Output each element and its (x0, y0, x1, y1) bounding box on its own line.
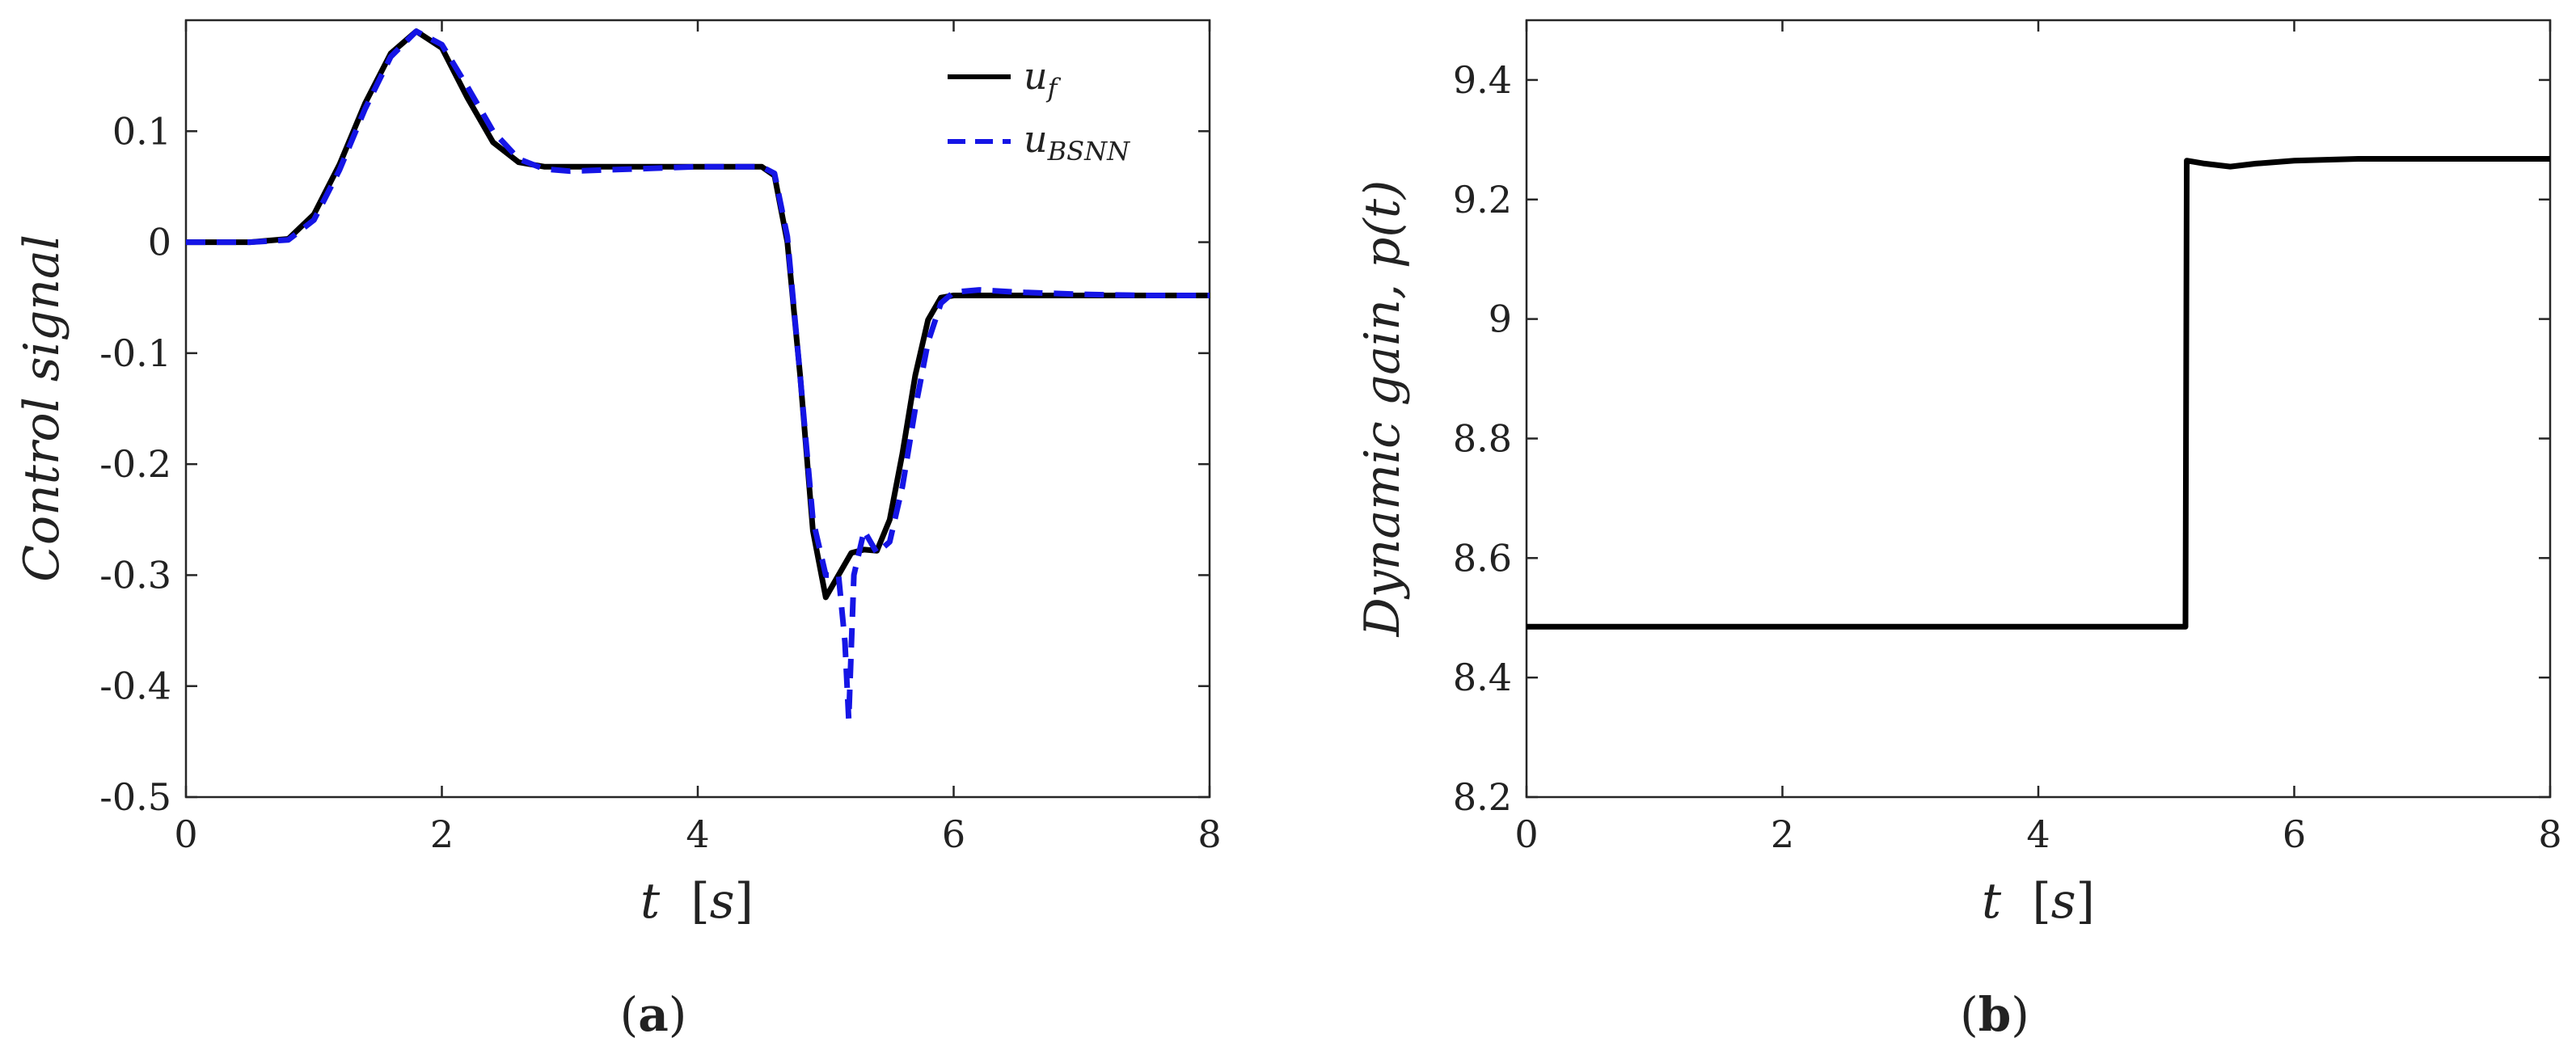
x-axis-variable-b: t (1982, 873, 2002, 930)
legend-label-u-bsnn-sub: BSNN (1047, 136, 1130, 167)
panel-label-a-close: ) (669, 987, 687, 1042)
x-ticks-a: 0 2 4 6 8 (174, 20, 1222, 856)
plot-area-a (184, 19, 1211, 799)
x-axis-unit-open-a: [ (675, 873, 709, 930)
x-tick-label-b-2: 4 (2026, 812, 2050, 856)
panel-label-b: (b) (1960, 987, 2029, 1042)
panel-label-b-close: ) (2011, 987, 2029, 1042)
x-axis-variable-a: t (640, 873, 661, 930)
panel-label-b-open: ( (1960, 987, 1978, 1042)
series-group-a (186, 28, 1210, 723)
legend-label-u-bsnn: uBSNN (1024, 117, 1130, 167)
x-axis-label-b: t [s] (1982, 873, 2095, 930)
y-axis-label-b: Dynamic gain, p(t) (1354, 180, 1411, 638)
y-tick-label-a-2: -0.1 (99, 331, 171, 375)
x-tick-label-b-3: 6 (2283, 812, 2306, 856)
series-line-b-0 (1527, 156, 2550, 630)
panel-label-b-letter: b (1978, 987, 2012, 1042)
x-tick-label-b-0: 0 (1514, 812, 1538, 856)
y-ticks-a: 0.1 0 -0.1 -0.2 -0.3 -0.4 -0.5 (99, 109, 1210, 819)
plot-area-b (1525, 19, 2552, 799)
y-tick-label-a-5: -0.4 (99, 665, 171, 708)
series-group-b (1527, 156, 2550, 630)
y-tick-label-b-3: 8.8 (1453, 416, 1512, 460)
x-axis-unit-close-a: ] (735, 873, 754, 930)
y-axis-label-a: Control signal (14, 234, 70, 582)
y-tick-label-a-3: -0.2 (99, 442, 171, 486)
panel-label-a-letter: a (638, 987, 669, 1042)
panel-label-a: (a) (620, 987, 687, 1042)
y-tick-label-b-1: 9.2 (1453, 178, 1512, 222)
x-ticks-b: 0 2 4 6 8 (1514, 20, 2562, 856)
y-tick-label-a-6: -0.5 (99, 775, 171, 819)
x-tick-label-a-2: 4 (686, 812, 709, 856)
chart-panel-a: 0 2 4 6 8 0.1 0 -0.1 -0.2 -0.3 -0.4 -0.5 Control s… (14, 19, 1222, 1042)
x-tick-label-b-1: 2 (1771, 812, 1794, 856)
y-tick-label-b-4: 8.6 (1453, 536, 1512, 580)
x-axis-unit-close-b: ] (2076, 873, 2095, 930)
x-tick-label-a-1: 2 (430, 812, 454, 856)
x-axis-unit-b: s (2051, 873, 2076, 930)
x-axis-unit-a: s (710, 873, 735, 930)
x-axis-unit-open-b: [ (2016, 873, 2050, 930)
x-tick-label-a-3: 6 (942, 812, 965, 856)
y-tick-label-a-4: -0.3 (99, 553, 171, 597)
panel-label-a-open: ( (620, 987, 639, 1042)
legend-label-u-bsnn-base: u (1024, 117, 1048, 161)
x-tick-label-a-4: 8 (1197, 812, 1221, 856)
y-tick-label-b-5: 8.4 (1453, 656, 1512, 699)
y-tick-label-b-0: 9.4 (1453, 58, 1512, 102)
y-tick-label-a-1: 0 (148, 221, 171, 264)
y-ticks-b: 9.4 9.2 9 8.8 8.6 8.4 8.2 (1453, 58, 2550, 819)
x-tick-label-b-4: 8 (2538, 812, 2561, 856)
chart-panel-b: 0 2 4 6 8 9.4 9.2 9 8.8 8.6 8.4 8.2 Dynamic gain, … (1354, 19, 2562, 1042)
x-axis-label-a: t [s] (640, 873, 754, 930)
y-tick-label-b-6: 8.2 (1453, 775, 1512, 819)
legend-label-u-f-base: u (1024, 54, 1048, 98)
x-tick-label-a-0: 0 (174, 812, 197, 856)
y-tick-label-a-0: 0.1 (112, 109, 171, 153)
y-tick-label-b-2: 9 (1489, 297, 1512, 341)
